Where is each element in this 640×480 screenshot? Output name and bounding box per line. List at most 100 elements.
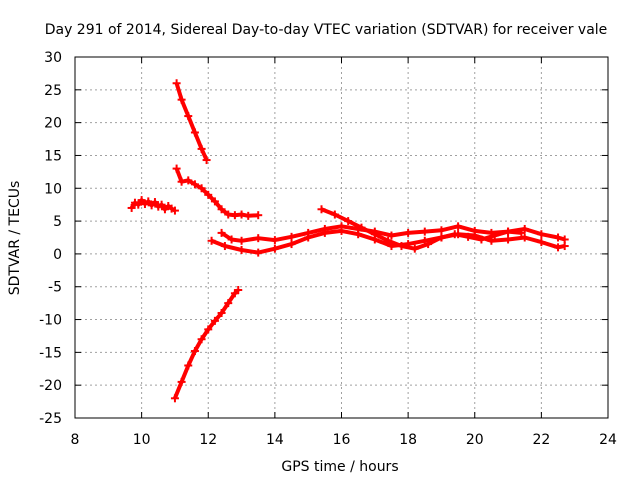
x-tick-label: 20	[466, 432, 484, 448]
data-point	[204, 190, 213, 199]
data-point	[560, 235, 569, 244]
data-point	[127, 203, 136, 212]
x-tick-label: 16	[333, 432, 351, 448]
data-point	[207, 236, 216, 245]
data-point	[330, 210, 339, 219]
data-point	[470, 226, 479, 235]
y-tick-label: -15	[39, 345, 62, 361]
data-point	[477, 235, 486, 244]
data-point	[220, 242, 229, 251]
data-point	[202, 156, 211, 165]
data-point	[150, 198, 159, 207]
y-tick-label: 5	[53, 214, 62, 230]
data-point	[244, 211, 253, 220]
data-point	[254, 248, 263, 257]
data-point	[424, 240, 433, 249]
data-point	[184, 176, 193, 185]
y-tick-label: -20	[39, 378, 62, 394]
data-point	[387, 231, 396, 240]
x-axis-title: GPS time / hours	[281, 459, 398, 475]
data-point	[270, 244, 279, 253]
data-point	[537, 230, 546, 239]
series-arc-3	[174, 167, 259, 218]
data-point	[397, 242, 406, 251]
data-point	[184, 361, 193, 370]
tick-layer: 8 10 12 14 16 18 20 22 24 -25 -20 -15 -10 -5 0 5 10 15 20 2…	[39, 50, 617, 448]
data-point	[504, 227, 513, 236]
data-point	[237, 236, 246, 245]
data-point	[304, 228, 313, 237]
data-point	[170, 394, 179, 403]
x-tick-label: 8	[71, 432, 80, 448]
data-point	[197, 184, 206, 193]
x-tick-label: 22	[532, 432, 550, 448]
data-point	[504, 235, 513, 244]
data-point	[170, 206, 179, 215]
y-tick-label: 20	[44, 116, 62, 132]
data-point	[190, 128, 199, 137]
data-point	[172, 79, 181, 88]
y-tick-label: -25	[39, 411, 62, 427]
data-point	[237, 245, 246, 254]
data-point	[254, 211, 263, 220]
data-point	[210, 316, 219, 325]
data-point	[177, 177, 186, 186]
data-point	[520, 233, 529, 242]
data-point	[197, 144, 206, 153]
x-tick-label: 10	[133, 432, 151, 448]
data-point	[337, 222, 346, 231]
y-tick-label: 15	[44, 148, 62, 164]
data-point	[254, 234, 263, 243]
x-tick-label: 18	[399, 432, 417, 448]
y-tick-label: 30	[44, 50, 62, 66]
x-tick-label: 12	[199, 432, 217, 448]
y-tick-label: 10	[44, 181, 62, 197]
data-point	[287, 232, 296, 241]
data-point	[490, 231, 499, 240]
data-point	[184, 112, 193, 121]
data-point	[420, 227, 429, 236]
data-point	[172, 164, 181, 173]
data-point	[554, 243, 563, 252]
data-point	[210, 197, 219, 206]
data-point	[320, 224, 329, 233]
data-point	[190, 180, 199, 189]
y-tick-label: 25	[44, 83, 62, 99]
y-tick-label: 0	[53, 247, 62, 263]
series-layer	[127, 79, 569, 403]
data-point	[344, 217, 353, 226]
y-tick-label: -5	[48, 280, 62, 296]
data-point	[437, 233, 446, 242]
data-point	[177, 95, 186, 104]
y-tick-label: -10	[39, 313, 62, 329]
data-point	[437, 226, 446, 235]
data-point	[287, 240, 296, 249]
data-point	[410, 244, 419, 253]
data-point	[404, 228, 413, 237]
x-tick-label: 14	[266, 432, 284, 448]
data-point	[554, 233, 563, 242]
data-point	[227, 235, 236, 244]
data-point	[450, 230, 459, 239]
y-axis-title: SDTVAR / TECUs	[7, 181, 23, 296]
data-point	[177, 377, 186, 386]
data-point	[197, 335, 206, 344]
data-point	[217, 228, 226, 237]
data-point	[157, 200, 166, 209]
x-tick-label: 24	[599, 432, 617, 448]
data-point	[204, 325, 213, 334]
data-point	[190, 347, 199, 356]
data-point	[464, 232, 473, 241]
data-point	[317, 205, 326, 214]
data-point	[270, 236, 279, 245]
data-point	[384, 236, 393, 245]
data-point	[357, 223, 366, 232]
data-point	[517, 228, 526, 237]
data-point	[217, 308, 226, 317]
data-point	[217, 205, 226, 214]
data-point	[454, 222, 463, 231]
data-point	[234, 286, 243, 295]
data-point	[237, 210, 246, 219]
chart-title: Day 291 of 2014, Sidereal Day-to-day VTE…	[45, 22, 608, 38]
